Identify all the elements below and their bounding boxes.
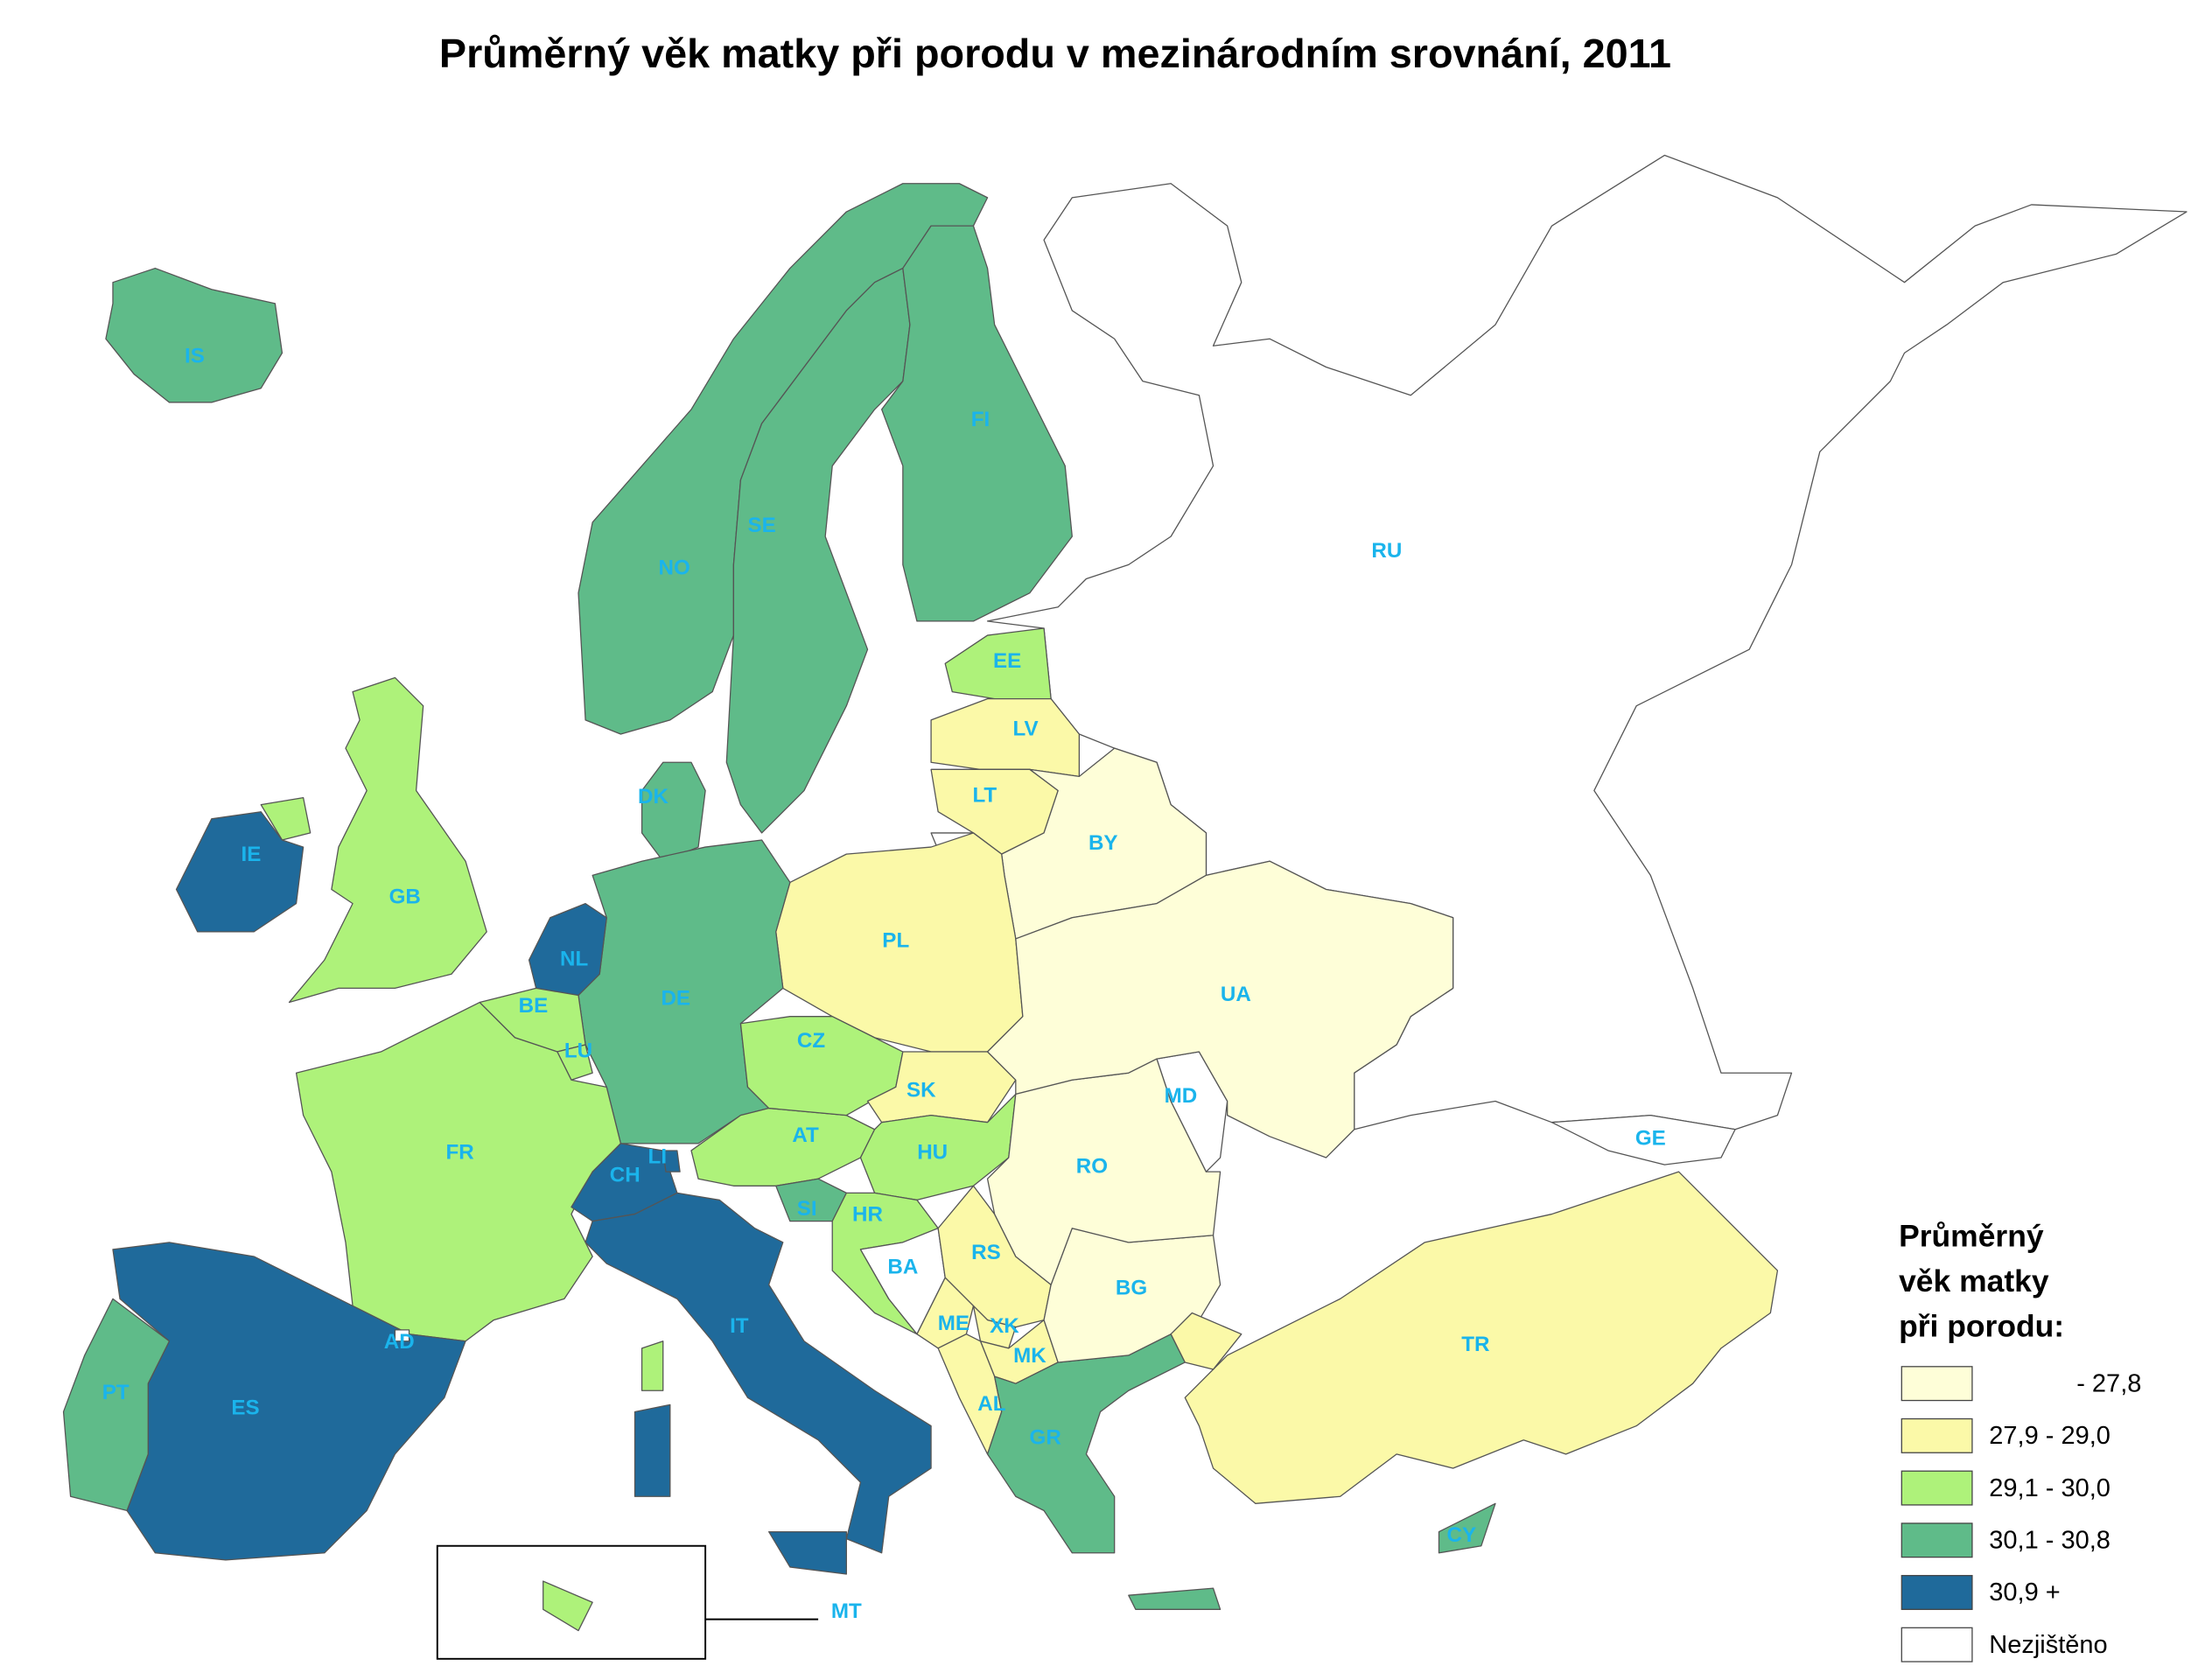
country-shape bbox=[105, 267, 284, 403]
country-code: LT bbox=[972, 783, 997, 807]
country-shape bbox=[986, 860, 1454, 1158]
country-code: DE bbox=[661, 987, 690, 1011]
country-code: IE bbox=[242, 843, 262, 866]
inset-box bbox=[436, 1544, 707, 1660]
country-shape bbox=[1550, 1114, 1736, 1166]
country-code: CY bbox=[1446, 1523, 1476, 1547]
countries bbox=[62, 154, 2188, 1632]
country-shape bbox=[288, 676, 487, 1004]
country-code: BE bbox=[519, 994, 549, 1018]
country-labels: RU IS NO SE FI DK EE LV LT BY PL DE NL BE LU FR CH LI IT AT… bbox=[102, 345, 1666, 1623]
country-code: RU bbox=[1371, 539, 1402, 563]
legend-label: - 27,8 bbox=[2076, 1369, 2141, 1397]
country-shape bbox=[640, 1340, 664, 1391]
country-code: HU bbox=[917, 1141, 948, 1165]
legend-label: 27,9 - 29,0 bbox=[1989, 1422, 2110, 1450]
country-code: ES bbox=[231, 1396, 259, 1420]
legend-swatch bbox=[1900, 1522, 1973, 1558]
country-shape bbox=[881, 225, 1073, 622]
legend-label: 29,1 - 30,0 bbox=[1989, 1474, 2110, 1502]
country-code: MD bbox=[1165, 1084, 1198, 1108]
country-shape bbox=[725, 267, 911, 834]
country-code: SI bbox=[797, 1197, 817, 1221]
country-shape bbox=[662, 1150, 681, 1172]
country-code: CZ bbox=[797, 1029, 825, 1053]
legend-title: Průměrný bbox=[1899, 1218, 2044, 1253]
country-shape bbox=[394, 1329, 410, 1342]
country-code: GR bbox=[1030, 1425, 1061, 1449]
country-shape bbox=[295, 1001, 622, 1342]
country-code: IS bbox=[185, 345, 205, 368]
country-code: ME bbox=[938, 1312, 970, 1335]
country-shape bbox=[260, 796, 312, 841]
country-shape bbox=[1438, 1502, 1496, 1554]
country-code: SK bbox=[906, 1079, 936, 1102]
country-code: AT bbox=[792, 1124, 819, 1147]
country-code: DK bbox=[638, 785, 668, 808]
country-code: BA bbox=[887, 1255, 918, 1278]
map-title: Průměrný věk matky při porodu v mezináro… bbox=[439, 31, 1671, 76]
country-code: NL bbox=[560, 948, 588, 971]
legend-swatch bbox=[1900, 1366, 1973, 1402]
legend-swatch bbox=[1900, 1574, 1973, 1610]
legend-title: věk matky bbox=[1899, 1264, 2049, 1298]
country-code: MT bbox=[831, 1600, 862, 1623]
country-shape bbox=[930, 698, 1081, 778]
legend: Průměrný věk matky při porodu: - 27,8 27,9 -… bbox=[1899, 1218, 2141, 1662]
country-code: HR bbox=[852, 1203, 883, 1227]
legend-label: Nezjištěno bbox=[1989, 1631, 2107, 1659]
country-code: EE bbox=[993, 649, 1021, 673]
country-code: FR bbox=[445, 1141, 473, 1165]
country-code: NO bbox=[659, 556, 690, 580]
country-code: BY bbox=[1088, 831, 1118, 855]
country-shape bbox=[986, 1334, 1186, 1554]
country-code: BG bbox=[1116, 1276, 1147, 1299]
country-shape bbox=[1184, 1171, 1779, 1504]
country-code: LI bbox=[648, 1144, 667, 1168]
country-code: SE bbox=[747, 514, 775, 537]
legend-label: 30,1 - 30,8 bbox=[1989, 1527, 2110, 1555]
country-shape bbox=[640, 761, 706, 862]
country-code: LV bbox=[1013, 718, 1039, 741]
country-code: IT bbox=[730, 1314, 749, 1338]
country-code: AL bbox=[977, 1392, 1005, 1416]
country-shape bbox=[62, 1298, 171, 1512]
legend-swatch bbox=[1900, 1418, 1973, 1453]
legend-swatch bbox=[1900, 1470, 1973, 1506]
country-code: GE bbox=[1635, 1126, 1666, 1150]
country-shape bbox=[175, 811, 304, 933]
country-code: XK bbox=[990, 1314, 1019, 1338]
country-shape bbox=[634, 1404, 671, 1497]
country-code: RO bbox=[1076, 1155, 1108, 1179]
legend-label: 30,9 + bbox=[1989, 1578, 2060, 1606]
country-code: PL bbox=[882, 929, 909, 953]
country-code: FI bbox=[971, 408, 990, 431]
legend-swatch bbox=[1900, 1627, 1973, 1662]
country-shape bbox=[768, 1530, 847, 1575]
country-code: MK bbox=[1013, 1344, 1046, 1368]
country-code: TR bbox=[1461, 1333, 1489, 1356]
country-code: UA bbox=[1221, 983, 1251, 1006]
country-code: GB bbox=[389, 886, 421, 909]
country-code: CH bbox=[610, 1163, 640, 1186]
country-shape bbox=[1170, 1312, 1242, 1370]
country-shape bbox=[1128, 1587, 1222, 1610]
country-code: RS bbox=[971, 1241, 1001, 1264]
country-code: LU bbox=[564, 1039, 592, 1062]
country-code: AD bbox=[384, 1330, 415, 1354]
country-shape bbox=[542, 1580, 593, 1632]
country-code: PT bbox=[102, 1381, 130, 1404]
country-shape bbox=[972, 1305, 1017, 1349]
country-shape bbox=[584, 1192, 932, 1554]
legend-title: při porodu: bbox=[1899, 1309, 2064, 1344]
